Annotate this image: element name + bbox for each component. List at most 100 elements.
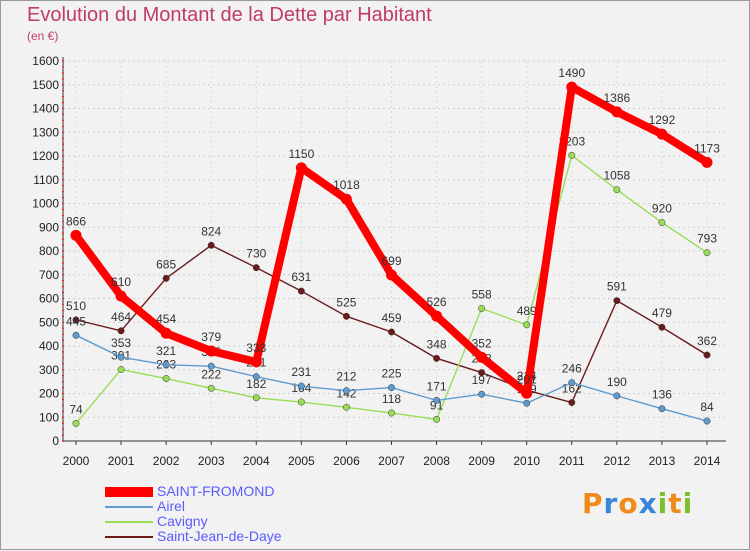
data-point xyxy=(72,316,80,324)
data-point xyxy=(703,417,711,425)
y-axis-minor-tick xyxy=(62,143,64,146)
data-point xyxy=(250,356,262,368)
legend-label: SAINT-FROMOND xyxy=(157,483,275,499)
data-label: 231 xyxy=(291,365,311,379)
logo-letter: t xyxy=(668,487,683,520)
data-label: 197 xyxy=(472,373,492,387)
y-axis-minor-tick xyxy=(62,202,64,205)
y-axis-minor-tick xyxy=(62,83,64,86)
y-axis-minor-tick xyxy=(62,422,64,425)
y-axis-minor-tick xyxy=(62,89,64,92)
y-axis-minor-tick xyxy=(62,267,64,270)
y-axis-minor-tick xyxy=(62,380,64,383)
data-label: 1292 xyxy=(649,113,676,127)
data-label: 353 xyxy=(111,336,131,350)
data-label: 321 xyxy=(156,344,176,358)
data-point xyxy=(433,396,441,404)
x-tick-label: 2011 xyxy=(559,454,585,468)
data-point xyxy=(252,373,260,381)
data-point xyxy=(568,399,576,406)
data-point xyxy=(342,387,350,395)
y-axis-minor-tick xyxy=(62,178,64,181)
data-label: 685 xyxy=(156,257,176,271)
y-axis-minor-tick xyxy=(62,410,64,413)
data-point xyxy=(117,366,125,373)
y-axis-minor-tick xyxy=(62,60,64,62)
data-point xyxy=(72,331,80,339)
x-tick-label: 2009 xyxy=(468,454,495,468)
x-tick-label: 2000 xyxy=(63,454,90,468)
data-point xyxy=(207,362,215,370)
y-axis-minor-tick xyxy=(62,392,64,395)
data-label: 464 xyxy=(111,310,131,324)
legend-swatch xyxy=(105,506,153,508)
data-point xyxy=(252,394,260,402)
y-axis-minor-tick xyxy=(62,398,64,401)
y-axis-minor-tick xyxy=(62,374,64,377)
data-point xyxy=(162,361,170,369)
data-point xyxy=(70,229,82,241)
y-tick-label: 0 xyxy=(52,434,59,448)
data-point xyxy=(388,409,395,417)
legend-swatch xyxy=(105,521,153,523)
logo-letter: x xyxy=(638,487,658,520)
y-axis-minor-tick xyxy=(62,315,64,318)
y-axis-minor-tick xyxy=(62,95,64,98)
data-point xyxy=(656,128,668,140)
y-axis-minor-tick xyxy=(62,244,64,246)
data-label: 190 xyxy=(607,375,627,389)
data-label: 225 xyxy=(381,367,401,381)
y-axis-minor-tick xyxy=(62,161,64,163)
y-axis-minor-tick xyxy=(62,226,64,229)
legend-label: Saint-Jean-de-Daye xyxy=(157,528,282,544)
data-label: 793 xyxy=(697,232,717,246)
y-axis-minor-tick xyxy=(62,279,64,282)
x-tick-label: 2010 xyxy=(513,454,540,468)
data-label: 136 xyxy=(652,388,672,402)
data-point xyxy=(703,351,711,359)
y-axis-minor-tick xyxy=(62,362,64,365)
data-point xyxy=(613,186,621,194)
y-axis-minor-tick xyxy=(62,309,64,312)
y-axis-minor-tick xyxy=(62,440,64,442)
x-tick-label: 2013 xyxy=(649,454,676,468)
chart-unit-label: (en €) xyxy=(27,29,59,43)
y-tick-label: 500 xyxy=(39,315,59,329)
data-label: 920 xyxy=(652,202,672,216)
x-tick-label: 2001 xyxy=(108,454,135,468)
y-axis-minor-tick xyxy=(62,137,64,140)
data-point xyxy=(433,354,441,362)
y-axis-minor-tick xyxy=(62,232,64,235)
data-label: 510 xyxy=(66,299,86,313)
data-point xyxy=(205,345,217,357)
y-axis-minor-tick xyxy=(62,327,64,330)
data-point xyxy=(478,390,486,398)
y-tick-label: 1100 xyxy=(33,173,59,187)
data-point xyxy=(611,106,623,118)
data-point xyxy=(431,310,443,322)
y-axis-minor-tick xyxy=(62,190,64,193)
data-label: 610 xyxy=(111,275,131,289)
data-point xyxy=(117,353,125,361)
data-point xyxy=(523,399,531,407)
y-axis-minor-tick xyxy=(62,356,64,359)
y-axis-minor-tick xyxy=(62,428,64,431)
y-axis-minor-tick xyxy=(62,303,64,306)
data-point xyxy=(162,375,170,382)
y-axis-minor-tick xyxy=(62,273,64,276)
data-label: 1018 xyxy=(333,178,360,192)
logo-letter: r xyxy=(603,487,619,520)
data-point xyxy=(658,323,666,331)
y-tick-label: 900 xyxy=(39,220,59,234)
y-tick-label: 300 xyxy=(39,363,59,377)
data-label: 1058 xyxy=(604,169,631,183)
data-label: 866 xyxy=(66,214,86,228)
data-point xyxy=(478,305,486,312)
x-tick-label: 2014 xyxy=(694,454,721,468)
y-axis-minor-tick xyxy=(62,238,64,241)
data-point xyxy=(252,264,260,272)
x-tick-label: 2002 xyxy=(153,454,180,468)
y-axis-minor-tick xyxy=(62,321,64,324)
y-axis-minor-tick xyxy=(62,71,64,74)
